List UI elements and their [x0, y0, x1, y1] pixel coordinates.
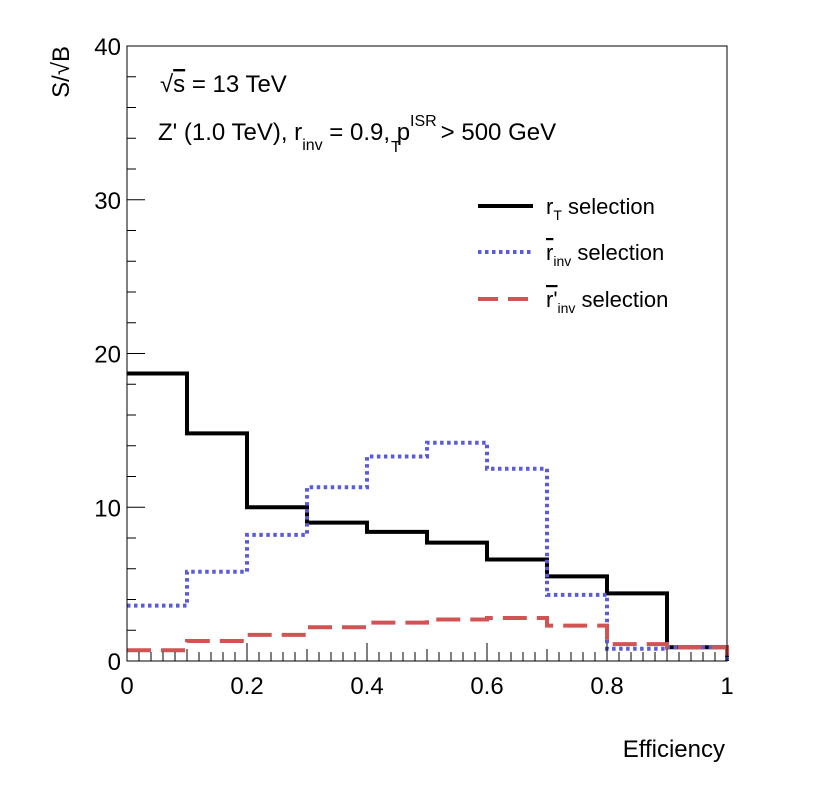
series-line-3: [127, 616, 729, 661]
x-tick-label: 0.6: [470, 673, 503, 700]
y-tick-label: 20: [94, 342, 121, 369]
x-tick-label: 1: [720, 673, 733, 700]
model-part2: = 0.9, p: [323, 119, 410, 146]
series-layer: [127, 371, 729, 661]
y-tick-label: 0: [108, 649, 121, 676]
x-tick-label: 0: [120, 673, 133, 700]
legend-label-1: rT selection: [546, 194, 655, 223]
series-line-1: [127, 371, 729, 661]
sqrt-symbol: √: [160, 71, 174, 98]
y-tick-label: 10: [94, 495, 121, 522]
x-tick-label: 0.2: [230, 673, 263, 700]
x-axis-label: Efficiency: [623, 736, 725, 763]
y-tick-label: 40: [94, 34, 121, 61]
energy-value: = 13 TeV: [185, 71, 287, 98]
energy-annotation: √s = 13 TeV: [160, 71, 287, 98]
model-sup2: ISR: [410, 113, 437, 130]
series-line-2: [127, 440, 729, 661]
y-axis-label: S/√B: [48, 46, 75, 98]
model-part3: > 500 GeV: [434, 119, 556, 146]
sqrt-argument: s: [173, 71, 185, 98]
x-tick-label: 0.4: [350, 673, 383, 700]
legend-label-2: rinv selection: [546, 240, 664, 269]
y-tick-label: 30: [94, 188, 121, 215]
model-part1: Z' (1.0 TeV), r: [158, 119, 302, 146]
legend-label-3: r'inv selection: [546, 287, 668, 316]
model-sub1: inv: [302, 137, 322, 154]
legend: rT selection rinv selection r'inv selectio…: [478, 194, 668, 316]
model-annotation: Z' (1.0 TeV), rinv = 0.9, pISR T > 500 Ge…: [158, 113, 556, 156]
x-tick-label: 0.8: [590, 673, 623, 700]
model-sub2: T: [391, 139, 401, 156]
